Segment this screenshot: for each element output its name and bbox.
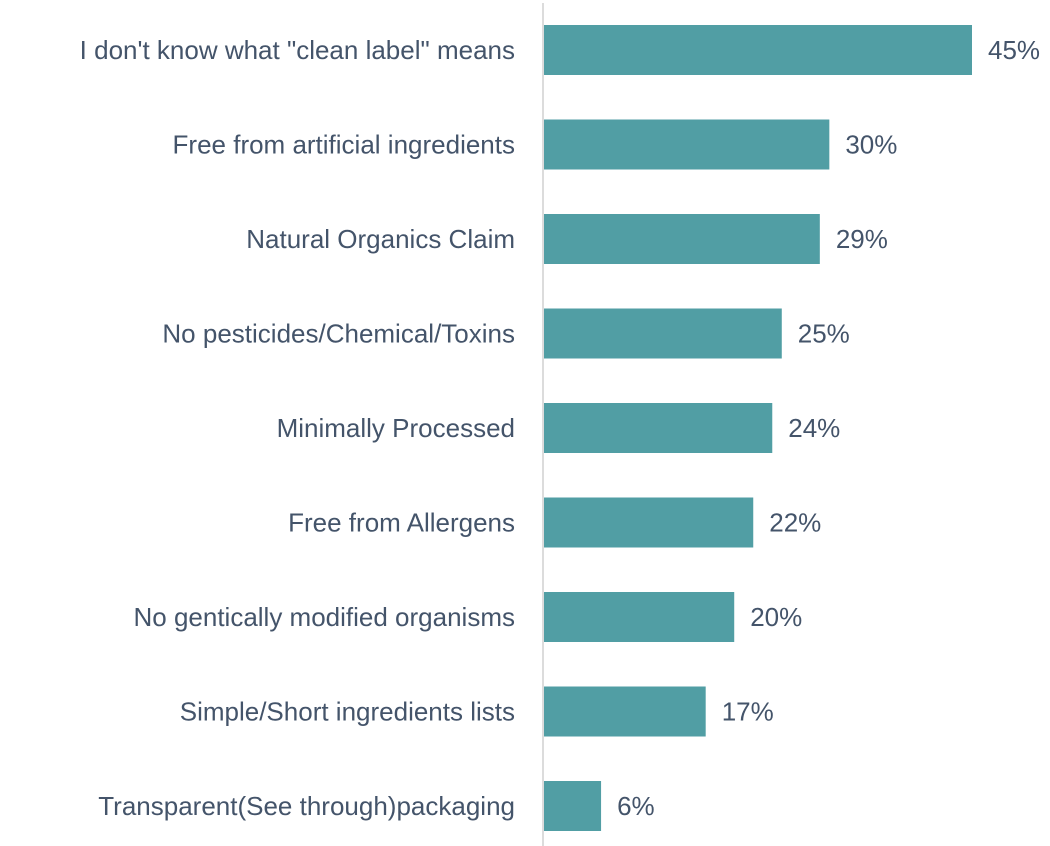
bar bbox=[544, 214, 820, 264]
bar bbox=[544, 403, 773, 453]
category-label: Simple/Short ingredients lists bbox=[180, 696, 515, 726]
bar bbox=[544, 308, 782, 359]
category-label: I don't know what "clean label" means bbox=[80, 35, 515, 65]
value-label: 29% bbox=[836, 224, 888, 254]
value-label: 22% bbox=[769, 507, 821, 537]
value-label: 20% bbox=[750, 602, 802, 632]
category-label: No pesticides/Chemical/Toxins bbox=[162, 318, 515, 348]
category-label: No gentically modified organisms bbox=[133, 602, 515, 632]
category-label: Free from Allergens bbox=[288, 507, 515, 537]
category-label: Natural Organics Claim bbox=[246, 224, 515, 254]
bar bbox=[544, 497, 754, 548]
category-label: Free from artificial ingredients bbox=[173, 129, 515, 159]
bar bbox=[544, 781, 602, 831]
value-label: 30% bbox=[845, 129, 897, 159]
value-label: 25% bbox=[798, 318, 850, 348]
category-label: Minimally Processed bbox=[277, 413, 515, 443]
bar bbox=[544, 686, 706, 737]
bar bbox=[544, 25, 972, 75]
bar bbox=[544, 119, 830, 170]
bar bbox=[544, 592, 735, 642]
category-label: Transparent(See through)packaging bbox=[98, 791, 515, 821]
value-label: 6% bbox=[617, 791, 655, 821]
value-label: 45% bbox=[988, 35, 1040, 65]
value-label: 24% bbox=[788, 413, 840, 443]
value-label: 17% bbox=[722, 696, 774, 726]
